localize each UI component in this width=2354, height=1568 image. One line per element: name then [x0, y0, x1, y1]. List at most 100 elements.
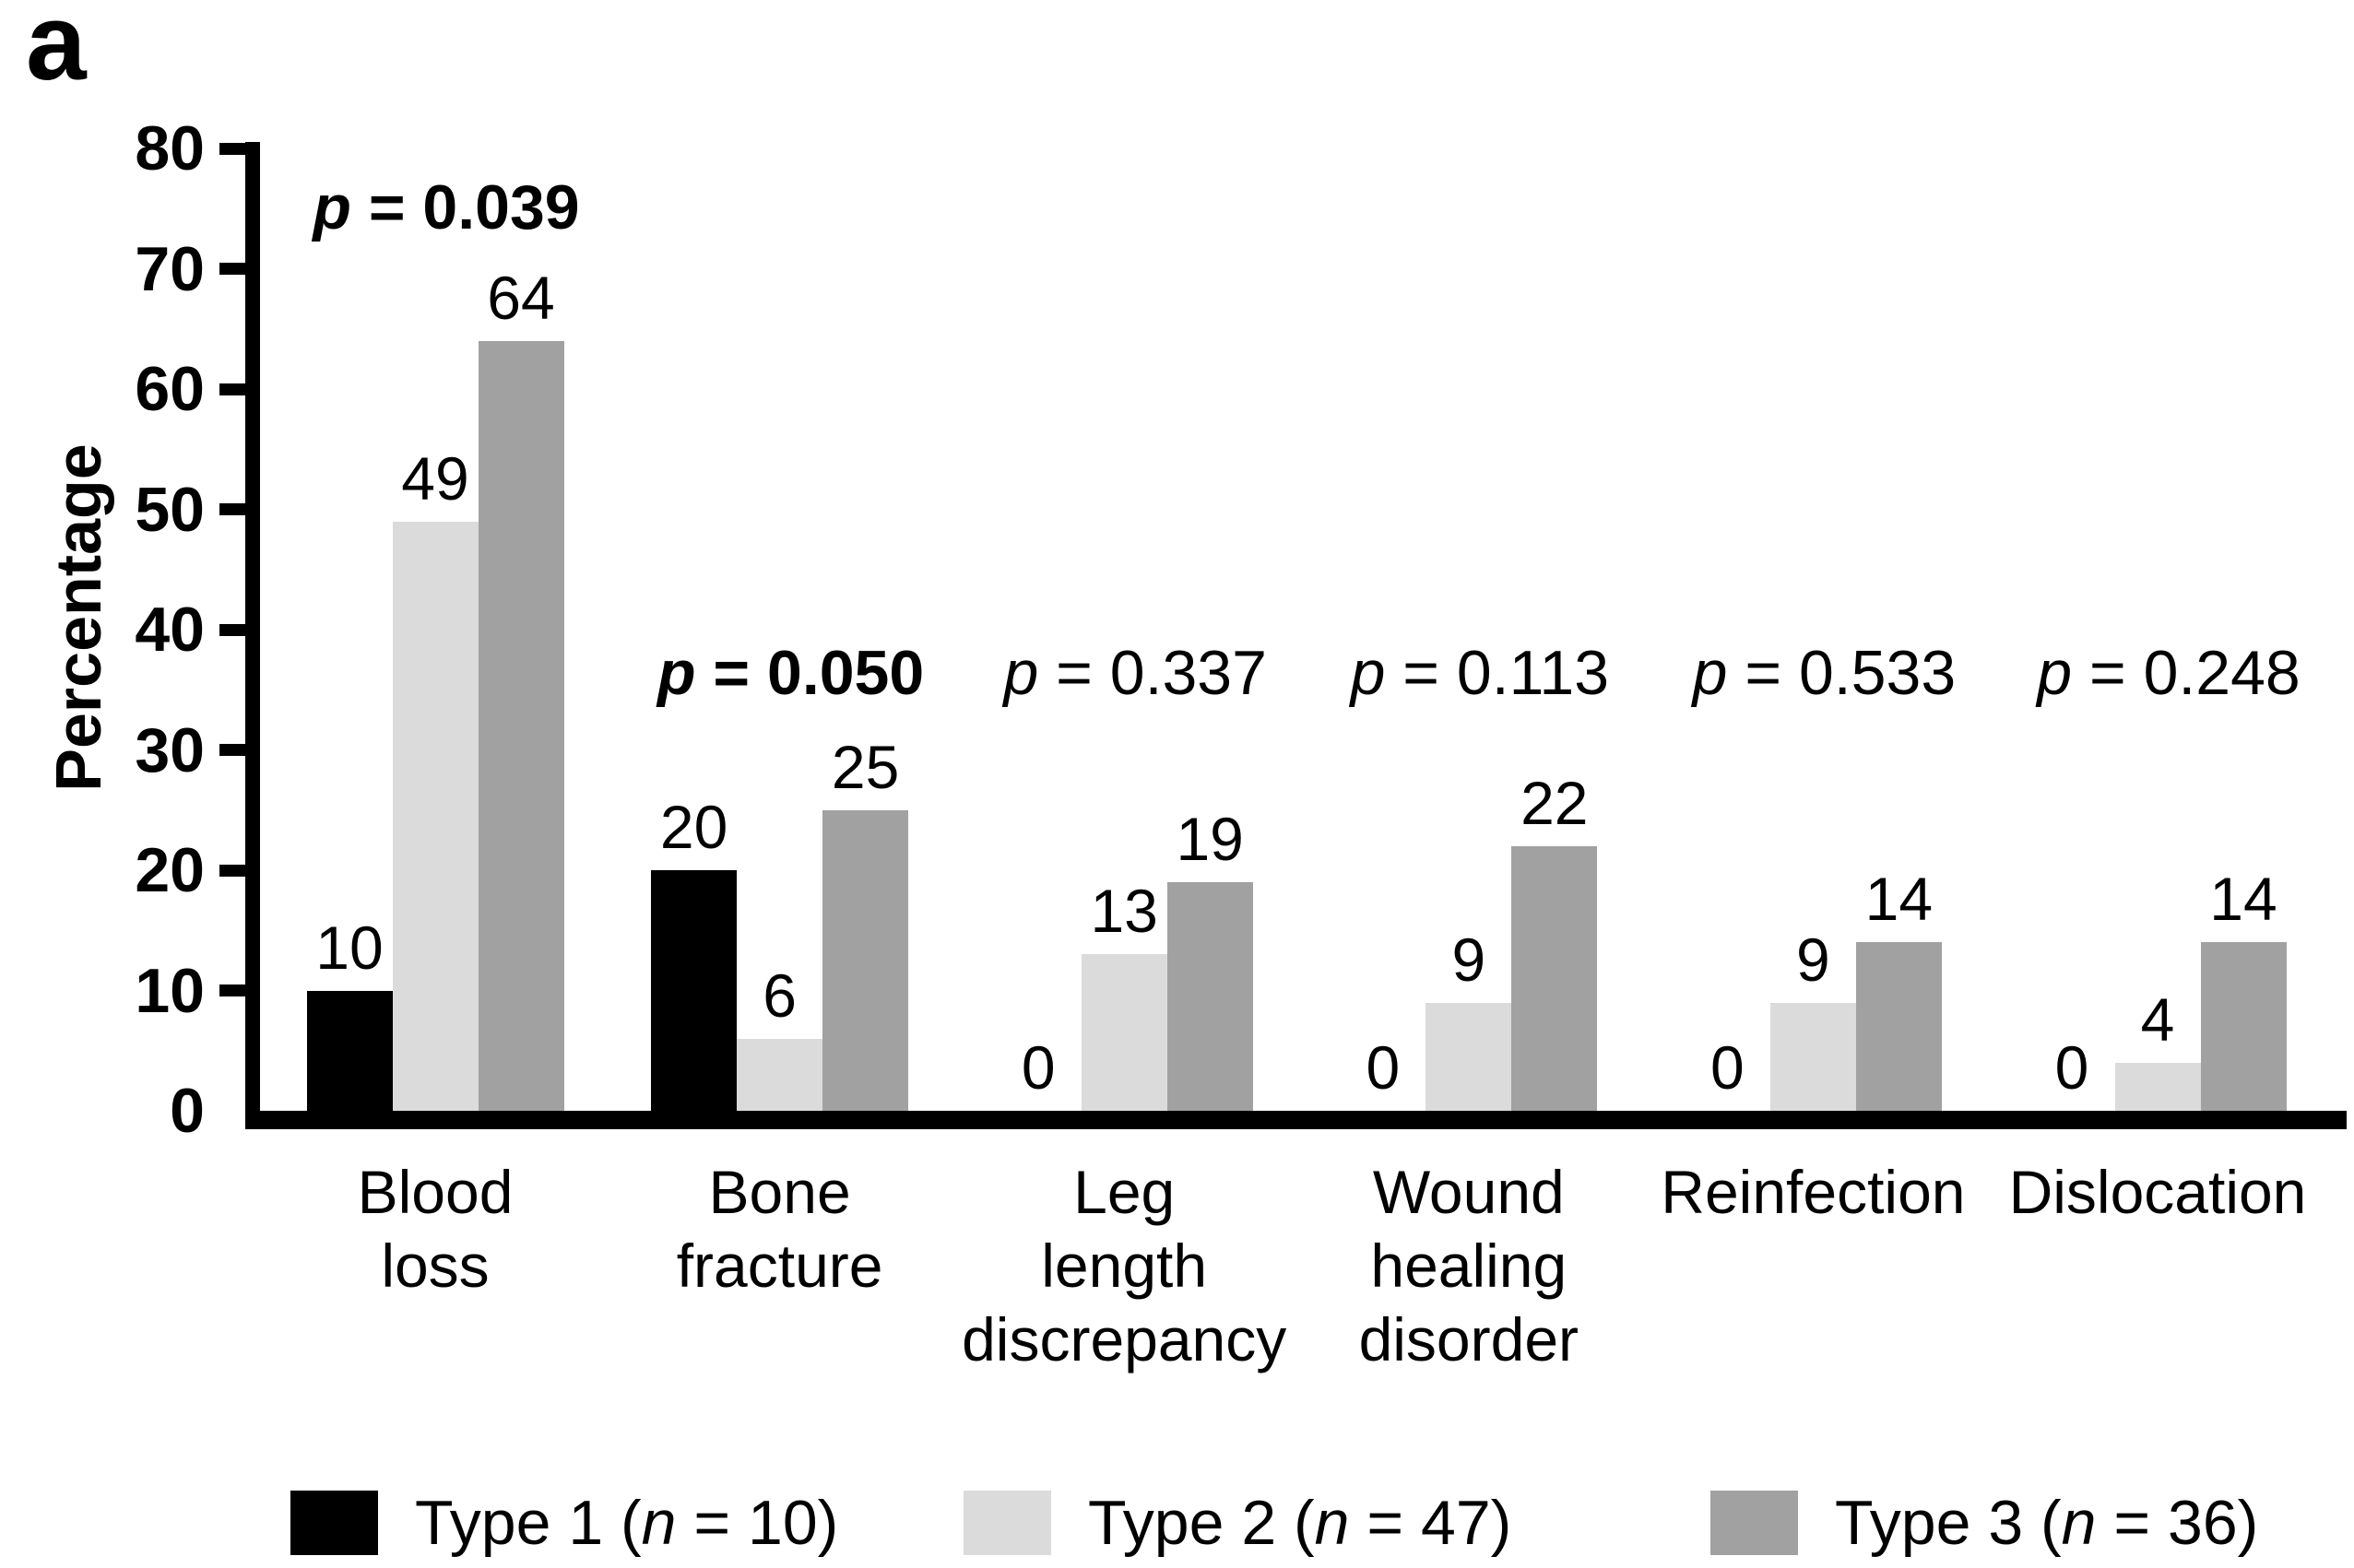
bar-value-label: 13	[1090, 877, 1158, 946]
bar-value-label: 14	[1864, 865, 1934, 934]
x-category-label-line: discrepancy	[962, 1305, 1287, 1373]
p-value-label: p = 0.533	[1612, 636, 2036, 710]
bar-type-2-blood-loss	[392, 521, 479, 1111]
bar-value-label: 10	[315, 913, 384, 982]
bar-value-label: 20	[659, 793, 728, 861]
y-tick-mark	[219, 503, 245, 515]
x-category-label-line: fracture	[676, 1232, 883, 1300]
legend-label-text: Type 1 (	[415, 1488, 642, 1558]
x-category-label-line: length	[1041, 1232, 1208, 1300]
y-tick-label: 60	[135, 354, 205, 424]
bar-type-2-wound-healing-disorder	[1425, 1002, 1512, 1111]
bar-value-label: 0	[1021, 1033, 1056, 1102]
bar-type-1-blood-loss	[306, 990, 393, 1111]
x-category-label-line: Reinfection	[1661, 1158, 1966, 1226]
bar-value-label: 6	[763, 961, 797, 1030]
p-value-text: = 0.050	[695, 638, 925, 708]
p-symbol: p	[1692, 638, 1728, 708]
legend-label-text: = 47)	[1349, 1488, 1512, 1558]
x-category-label-dislocation: Dislocation	[1835, 1155, 2354, 1229]
legend-n-symbol: n	[2061, 1488, 2097, 1558]
x-category-label-line: Blood	[357, 1158, 514, 1226]
legend-n-symbol: n	[1314, 1488, 1350, 1558]
bar-type-3-wound-healing-disorder	[1511, 845, 1598, 1111]
p-symbol: p	[657, 638, 696, 708]
x-category-label-line: healing	[1370, 1232, 1567, 1300]
legend-label-text: = 36)	[2096, 1488, 2259, 1558]
p-symbol: p	[1350, 638, 1386, 708]
bar-type-3-dislocation	[2200, 942, 2287, 1111]
p-value-label: p = 0.248	[1957, 636, 2354, 710]
bar-value-label: 49	[401, 443, 469, 513]
x-category-label-line: Wound	[1372, 1158, 1565, 1226]
y-tick-label: 0	[170, 1076, 205, 1146]
legend-swatch-type-1	[290, 1491, 378, 1555]
y-tick-label: 40	[135, 595, 205, 665]
p-value-label: p = 0.050	[579, 636, 1003, 710]
legend-label-text: Type 2 (	[1088, 1488, 1315, 1558]
bar-type-1-bone-fracture	[651, 870, 738, 1111]
bar-value-label: 0	[2054, 1033, 2089, 1102]
p-symbol: p	[313, 172, 351, 242]
p-symbol: p	[1003, 638, 1039, 708]
y-tick-mark	[219, 744, 245, 756]
y-tick-label: 20	[135, 835, 205, 905]
y-tick-label: 80	[135, 113, 205, 183]
x-category-label-wound-healing-disorder: Wound healing disorder	[1146, 1155, 1792, 1376]
legend-label-type-2: Type 2 (n = 47)	[1088, 1486, 1511, 1560]
x-category-label-line: loss	[381, 1232, 490, 1300]
p-value-text: = 0.113	[1385, 638, 1610, 708]
legend-label-text: Type 3 (	[1835, 1488, 2062, 1558]
y-tick-mark	[219, 623, 245, 636]
legend-label-type-1: Type 1 (n = 10)	[415, 1486, 838, 1560]
y-tick-mark	[219, 864, 245, 877]
p-value-label: p = 0.039	[234, 171, 658, 244]
bar-value-label: 19	[1176, 805, 1244, 874]
p-value-label: p = 0.113	[1268, 636, 1692, 710]
bar-value-label: 0	[1710, 1033, 1745, 1102]
y-tick-mark	[219, 142, 245, 155]
p-value-text: = 0.039	[350, 172, 580, 242]
x-category-label-line: Bone	[708, 1158, 851, 1226]
x-category-label-bone-fracture: Bone fracture	[457, 1155, 1103, 1303]
legend-label-type-3: Type 3 (n = 36)	[1835, 1486, 2258, 1560]
y-tick-mark	[219, 383, 245, 395]
x-category-label-reinfection: Reinfection	[1490, 1155, 2135, 1229]
p-symbol: p	[2037, 638, 2073, 708]
bar-type-3-reinfection	[1855, 942, 1942, 1111]
p-value-label: p = 0.337	[923, 636, 1347, 710]
bar-value-label: 14	[2209, 865, 2277, 934]
x-axis-line	[245, 1111, 2347, 1129]
x-category-label-line: disorder	[1358, 1305, 1579, 1373]
y-axis-line	[245, 142, 260, 1129]
panel-label: a	[26, 0, 87, 103]
legend-swatch-type-2	[964, 1491, 1051, 1555]
bar-value-label: 64	[487, 263, 555, 332]
bar-type-3-leg-length-discrepancy	[1166, 882, 1253, 1111]
bar-value-label: 4	[2140, 984, 2175, 1054]
y-tick-label: 10	[135, 955, 205, 1026]
bar-value-label: 25	[831, 732, 900, 801]
x-category-label-blood-loss: Blood loss	[112, 1155, 758, 1303]
legend-item-type-2: Type 2 (n = 47)	[964, 1486, 1591, 1560]
bar-value-label: 9	[1796, 925, 1830, 994]
legend-item-type-3: Type 3 (n = 36)	[1710, 1486, 2337, 1560]
p-value-text: = 0.337	[1038, 638, 1267, 708]
p-value-text: = 0.533	[1727, 638, 1957, 708]
bar-type-2-reinfection	[1769, 1002, 1856, 1111]
bar-value-label: 22	[1520, 768, 1589, 837]
x-category-label-line: Leg	[1073, 1158, 1176, 1226]
bar-value-label: 9	[1451, 925, 1486, 994]
y-tick-mark	[219, 263, 245, 275]
y-tick-label: 30	[135, 714, 205, 785]
y-tick-mark	[219, 984, 245, 996]
legend-n-symbol: n	[641, 1488, 677, 1558]
x-category-label-leg-length-discrepancy: Leg length discrepancy	[801, 1155, 1447, 1376]
y-tick-label: 50	[135, 474, 205, 545]
legend-swatch-type-3	[1710, 1491, 1798, 1555]
bar-type-3-bone-fracture	[822, 809, 909, 1111]
bar-type-2-bone-fracture	[737, 1038, 823, 1111]
y-tick-label: 70	[135, 233, 205, 304]
x-category-label-line: Dislocation	[2008, 1158, 2307, 1226]
